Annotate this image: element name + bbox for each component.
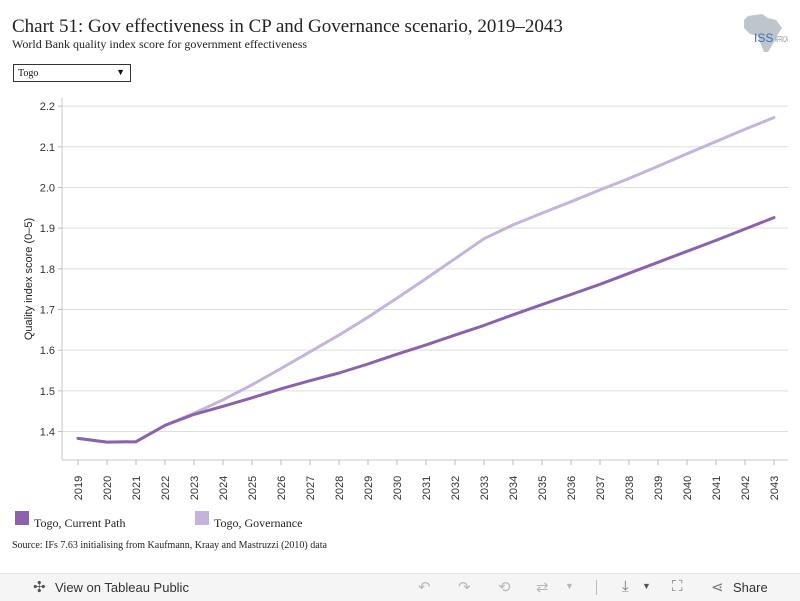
country-filter-value: Togo <box>18 68 39 79</box>
refresh-icon[interactable]: ⇄ <box>536 579 549 596</box>
chart-subtitle: World Bank quality index score for gover… <box>12 37 308 51</box>
x-tick-label: 2026 <box>276 476 288 500</box>
revert-icon[interactable]: ⟲ <box>498 579 511 596</box>
x-tick-label: 2024 <box>218 476 230 500</box>
legend-label-governance: Togo, Governance <box>214 516 303 530</box>
y-tick-label: 1.6 <box>40 345 55 357</box>
x-tick-label: 2039 <box>653 476 665 500</box>
x-tick-label: 2033 <box>479 476 491 500</box>
x-tick-label: 2042 <box>740 476 752 500</box>
legend-label-current-path: Togo, Current Path <box>34 516 126 530</box>
x-tick-label: 2030 <box>392 476 404 500</box>
y-tick-label: 1.9 <box>40 223 55 235</box>
country-filter-dropdown[interactable]: Togo ▼ <box>13 64 131 82</box>
series-line-current-path <box>76 216 776 444</box>
x-tick-label: 2038 <box>624 476 636 500</box>
y-tick-label: 2.0 <box>40 182 55 194</box>
toolbar-divider <box>596 580 597 595</box>
y-tick-label: 1.7 <box>40 305 55 317</box>
x-tick-label: 2028 <box>334 476 346 500</box>
fullscreen-icon[interactable]: ⛶ <box>672 578 683 595</box>
series-lines <box>76 116 776 444</box>
y-tick-label: 1.4 <box>40 427 55 439</box>
iss-africa-logo: ISS AFRICA <box>744 14 788 52</box>
tableau-logo-icon: ✣ <box>33 579 46 596</box>
y-tick-label: 2.1 <box>40 142 55 154</box>
refresh-dropdown-icon[interactable]: ▼ <box>565 581 574 591</box>
africa-map-icon <box>744 14 782 52</box>
gridlines <box>62 105 788 433</box>
download-icon[interactable]: ⤓ <box>622 578 629 595</box>
x-tick-label: 2034 <box>508 476 520 500</box>
x-tick-label: 2019 <box>73 476 85 500</box>
download-dropdown-icon[interactable]: ▼ <box>642 581 651 591</box>
source-note: Source: IFs 7.63 initialising from Kaufm… <box>12 540 327 551</box>
x-tick-label: 2040 <box>682 476 694 500</box>
legend-swatch-governance <box>195 511 209 525</box>
view-on-tableau-link[interactable]: View on Tableau Public <box>55 580 189 595</box>
x-tick-label: 2029 <box>363 476 375 500</box>
line-chart: 1.4 1.5 1.6 1.7 1.8 1.9 2.0 2.1 2.2 2019 2020 2021… <box>23 98 788 500</box>
x-tick-label: 2027 <box>305 476 317 500</box>
redo-icon[interactable]: ↷ <box>458 579 471 596</box>
share-button[interactable]: Share <box>733 580 768 595</box>
y-tick-label: 2.2 <box>40 101 55 113</box>
y-axis: 1.4 1.5 1.6 1.7 1.8 1.9 2.0 2.1 2.2 <box>40 98 63 460</box>
chevron-down-icon: ▼ <box>116 67 125 77</box>
x-tick-label: 2041 <box>711 476 723 500</box>
y-axis-label: Quality index score (0–5) <box>23 218 35 340</box>
logo-text-iss: ISS <box>754 31 773 45</box>
legend-swatch-current-path <box>15 511 29 525</box>
x-tick-label: 2020 <box>102 476 114 500</box>
x-tick-label: 2032 <box>450 476 462 500</box>
x-tick-label: 2022 <box>160 476 172 500</box>
x-tick-label: 2043 <box>769 476 781 500</box>
share-icon[interactable]: ⋖ <box>711 579 724 596</box>
x-tick-label: 2023 <box>189 476 201 500</box>
tableau-toolbar: ✣ View on Tableau Public ↶ ↷ ⟲ ⇄ ▼ ⤓ ▼ ⛶… <box>0 573 800 601</box>
x-tick-label: 2025 <box>247 476 259 500</box>
y-tick-label: 1.5 <box>40 386 55 398</box>
x-axis: 2019 2020 2021 2022 2023 2024 2025 2026 2027 2028… <box>62 459 788 500</box>
chart-title: Chart 51: Gov effectiveness in CP and Go… <box>12 16 563 37</box>
logo-text-africa: AFRICA <box>775 35 788 44</box>
undo-icon[interactable]: ↶ <box>418 579 431 596</box>
x-tick-label: 2021 <box>131 476 143 500</box>
x-tick-label: 2035 <box>537 476 549 500</box>
x-tick-label: 2037 <box>595 476 607 500</box>
x-tick-label: 2036 <box>566 476 578 500</box>
y-tick-label: 1.8 <box>40 264 55 276</box>
series-line-governance <box>76 116 776 444</box>
x-tick-label: 2031 <box>421 476 433 500</box>
